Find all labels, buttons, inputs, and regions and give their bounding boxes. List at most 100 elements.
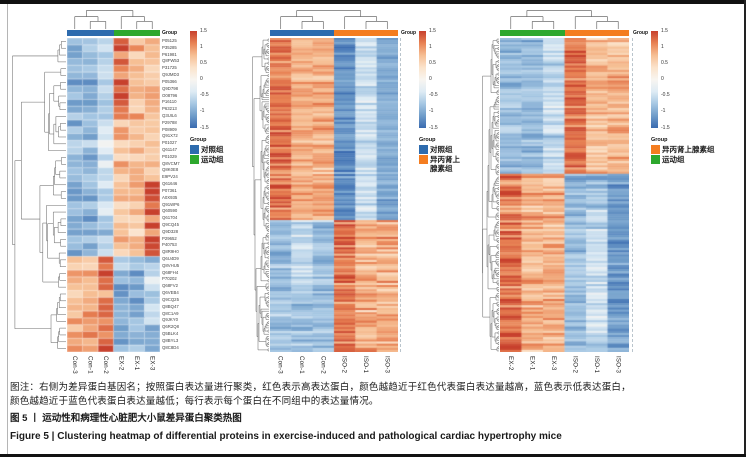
row-label: P40753 — [162, 242, 177, 248]
row-label: P29788 — [162, 119, 177, 125]
group-legend: Group 异丙肾上腺素组 运动组 — [651, 137, 746, 164]
row-label: E9PV24 — [162, 174, 178, 180]
row-label: P63213 — [162, 106, 177, 112]
legend-swatch — [651, 155, 660, 164]
legend-item: 异丙肾上腺素组 — [419, 155, 519, 173]
row-dendrogram — [482, 38, 499, 352]
colorbar-tick: 1.5 — [200, 27, 207, 34]
heatmap-cells-exercise-vs-isoproterenol — [500, 38, 629, 352]
row-label: P29652 — [162, 235, 177, 241]
row-label: A0X935 — [162, 194, 178, 200]
row-label: Q8C1A9 — [162, 310, 179, 316]
caption-note-line2: 颜色越趋近于蓝色代表蛋白表达量越低；每行表示每个蛋白在不同组中的表达量情况。 — [10, 395, 379, 407]
legend-item-label: 异丙肾上腺素组 — [430, 155, 460, 173]
legend-item-label: 对照组 — [430, 144, 453, 154]
group-bar-header: Group — [162, 30, 177, 36]
colorbar-tick: 0 — [200, 76, 203, 82]
legend-item: 对照组 — [190, 144, 290, 154]
page-top-border — [0, 0, 746, 4]
legend-swatch — [419, 144, 428, 154]
row-dendrogram — [252, 38, 269, 352]
heatmap-cells-exercise-vs-control — [67, 38, 160, 352]
column-label: ISO-1 — [362, 356, 369, 374]
row-dendrogram — [12, 41, 66, 349]
heatmap-cells-isoproterenol-vs-control — [270, 38, 398, 352]
column-label: ISO-3 — [383, 356, 391, 374]
colorbar — [651, 31, 658, 128]
colorbar-tick: -1.5 — [429, 124, 438, 131]
column-label: Con-1 — [86, 356, 94, 374]
colorbar-tick: -1 — [429, 108, 434, 115]
row-label: Q60590 — [162, 208, 178, 214]
column-label: Con-3 — [276, 356, 284, 374]
column-label: EX-1 — [132, 356, 140, 371]
group-annotation-right — [564, 30, 629, 36]
colorbar-tick: -0.5 — [429, 92, 438, 99]
row-label: Q61646 — [162, 181, 178, 187]
column-dendrogram — [280, 10, 388, 29]
colorbar-tick: 0.5 — [429, 59, 436, 66]
row-label: Q5BLK4 — [162, 330, 179, 336]
column-dendrogram — [510, 10, 619, 29]
page-right-border — [744, 0, 746, 457]
row-label: P61981 — [162, 51, 177, 57]
column-label: ISO-3 — [614, 356, 622, 374]
colorbar-tick: 1 — [661, 43, 664, 50]
row-label: Q9JMD3 — [162, 72, 179, 78]
row-label: Q6U4D9 — [162, 256, 179, 261]
row-label: Q3UIL6 — [162, 112, 177, 118]
group-annotation-right — [334, 30, 398, 36]
compressed-row-labels-strip — [632, 38, 633, 352]
group-legend: Group 对照组 运动组 — [190, 137, 290, 164]
colorbar-tick: 1.5 — [661, 27, 668, 34]
column-label: Con-2 — [101, 356, 109, 374]
row-label: P05125 — [162, 38, 177, 43]
legend-swatch — [419, 155, 428, 164]
legend-title: Group — [190, 137, 207, 143]
colorbar-tick: -1.5 — [200, 124, 209, 131]
row-label: P01029 — [162, 153, 177, 159]
row-label: O08796 — [162, 92, 178, 98]
column-label: ISO-1 — [592, 356, 600, 374]
colorbar-tick: -1.5 — [661, 124, 670, 131]
row-label: P70202 — [162, 276, 177, 282]
row-label: Q6VEB4 — [162, 290, 179, 296]
row-label: Q91X72 — [162, 133, 178, 139]
group-annotation-left — [500, 30, 565, 36]
page-left-border — [7, 4, 8, 454]
column-label: Con-3 — [70, 356, 78, 374]
heatmap-panels: Group P05125 P35285 P61981 Q8FW53 P31725 Q9JMD… — [12, 10, 746, 374]
row-label: Q61704 — [162, 215, 178, 221]
caption-figure-title-cn: 图 5 丨 运动性和病理性心脏肥大小鼠差异蛋白聚类热图 — [10, 413, 242, 424]
row-label: Q9CQ45 — [162, 221, 179, 227]
column-label: EX-2 — [506, 356, 514, 371]
row-label: Q61147 — [162, 147, 177, 152]
legend-item: 对照组 — [419, 144, 519, 154]
row-label: Q9CQ25 — [162, 296, 179, 302]
page-bottom-border — [0, 454, 746, 457]
column-label: EX-1 — [528, 356, 536, 371]
legend-swatch — [190, 155, 199, 164]
colorbar-tick: -0.5 — [200, 92, 209, 99]
row-label: Q8VCM7 — [162, 160, 180, 166]
column-label: ISO-2 — [340, 356, 348, 374]
row-label: P35285 — [162, 44, 177, 50]
row-label: Q8C8D4 — [162, 344, 179, 350]
legend-item-label: 异丙肾上腺素组 — [662, 144, 715, 154]
row-label: Q8BQ47 — [162, 303, 179, 309]
colorbar-tick: -1 — [200, 108, 205, 115]
column-label: Con-2 — [319, 356, 327, 374]
legend-item-label: 运动组 — [201, 155, 224, 164]
column-label: ISO-2 — [571, 356, 579, 374]
group-bar-header: Group — [633, 30, 648, 36]
group-legend: Group 对照组 异丙肾上 腺素组 — [419, 137, 519, 173]
row-label: P16110 — [162, 99, 177, 105]
group-annotation-left — [67, 30, 114, 36]
column-label: EX-2 — [117, 356, 125, 371]
row-label: P05366 — [162, 78, 177, 84]
row-label: P07361 — [162, 187, 177, 193]
row-label: Q6R2Q8 — [162, 324, 179, 330]
colorbar-tick: -0.5 — [661, 92, 670, 99]
row-label: Q68FV2 — [162, 283, 179, 289]
